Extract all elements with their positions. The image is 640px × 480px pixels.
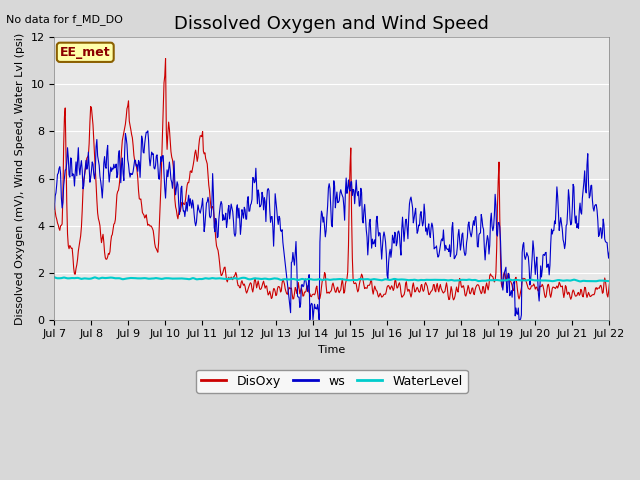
ws (118, 161, 125, 167)
Y-axis label: Dissolved Oxygen (mV), Wind Speed, Water Lvl (psi): Dissolved Oxygen (mV), Wind Speed, Water… (15, 33, 25, 324)
ws (175, 200, 182, 206)
DisOxy (450, 297, 458, 303)
WaterLevel (399, 276, 407, 282)
Line: DisOxy: DisOxy (54, 59, 609, 300)
DisOxy (175, 210, 182, 216)
ws (61, 176, 68, 181)
Line: ws: ws (54, 131, 609, 320)
ws (204, 194, 212, 200)
DisOxy (400, 292, 408, 298)
DisOxy (51, 201, 58, 206)
ws (605, 249, 613, 255)
WaterLevel (605, 278, 613, 284)
WaterLevel (204, 276, 211, 281)
WaterLevel (415, 277, 423, 283)
DisOxy (118, 147, 125, 153)
DisOxy (204, 172, 212, 178)
Text: No data for f_MD_DO: No data for f_MD_DO (6, 14, 124, 25)
DisOxy (61, 114, 68, 120)
X-axis label: Time: Time (318, 345, 346, 355)
WaterLevel (51, 275, 58, 280)
Text: EE_met: EE_met (60, 46, 111, 59)
WaterLevel (576, 278, 584, 284)
ws (144, 128, 152, 134)
WaterLevel (118, 276, 125, 282)
ws (401, 228, 409, 234)
ws (417, 209, 425, 215)
Legend: DisOxy, ws, WaterLevel: DisOxy, ws, WaterLevel (196, 370, 467, 393)
Line: WaterLevel: WaterLevel (54, 277, 609, 281)
DisOxy (605, 281, 613, 287)
ws (306, 317, 314, 323)
WaterLevel (174, 276, 182, 281)
DisOxy (417, 288, 424, 294)
WaterLevel (61, 275, 68, 280)
ws (51, 206, 58, 212)
Title: Dissolved Oxygen and Wind Speed: Dissolved Oxygen and Wind Speed (175, 15, 490, 33)
DisOxy (162, 56, 170, 61)
